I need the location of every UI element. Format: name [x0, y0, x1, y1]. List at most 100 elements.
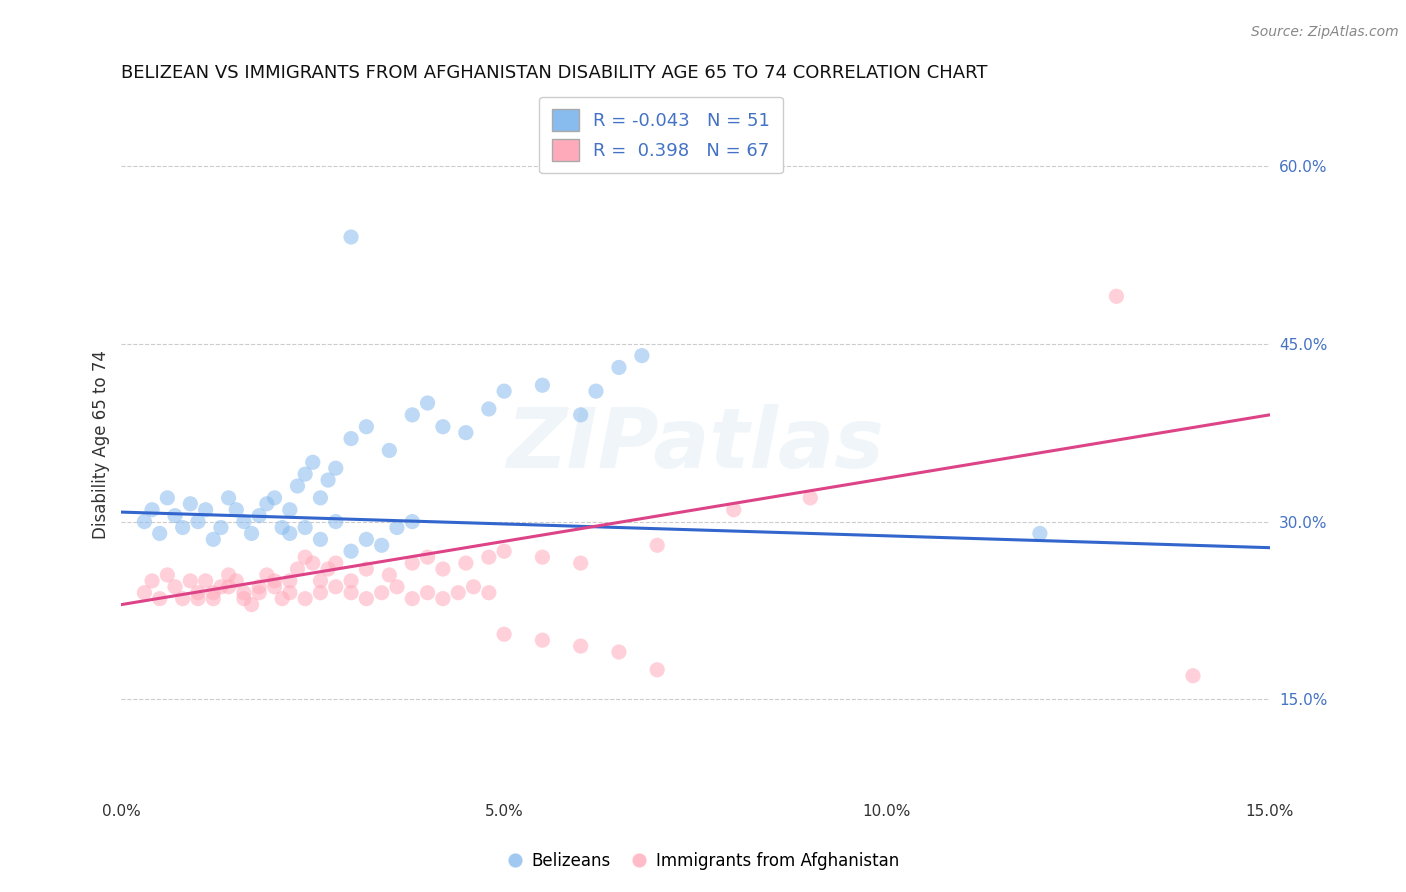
Point	[569, 408, 592, 422]
Point	[340, 230, 363, 244]
Point	[401, 515, 423, 529]
Point	[278, 574, 301, 588]
Point	[631, 349, 654, 363]
Point	[179, 574, 201, 588]
Text: ZIPatlas: ZIPatlas	[506, 404, 884, 485]
Point	[141, 502, 163, 516]
Point	[478, 585, 501, 599]
Point	[325, 580, 347, 594]
Point	[294, 467, 316, 482]
Point	[356, 419, 378, 434]
Text: BELIZEAN VS IMMIGRANTS FROM AFGHANISTAN DISABILITY AGE 65 TO 74 CORRELATION CHAR: BELIZEAN VS IMMIGRANTS FROM AFGHANISTAN …	[121, 64, 988, 82]
Point	[454, 425, 477, 440]
Point	[531, 550, 554, 565]
Point	[225, 574, 247, 588]
Point	[416, 550, 439, 565]
Point	[263, 491, 285, 505]
Point	[141, 574, 163, 588]
Point	[401, 408, 423, 422]
Point	[225, 502, 247, 516]
Point	[531, 378, 554, 392]
Point	[240, 598, 263, 612]
Point	[247, 508, 270, 523]
Point	[232, 585, 254, 599]
Point	[194, 502, 217, 516]
Point	[156, 491, 179, 505]
Point	[202, 591, 225, 606]
Point	[799, 491, 821, 505]
Point	[1029, 526, 1052, 541]
Point	[187, 591, 209, 606]
Point	[218, 568, 240, 582]
Point	[287, 479, 309, 493]
Point	[232, 515, 254, 529]
Point	[325, 515, 347, 529]
Point	[134, 515, 156, 529]
Point	[569, 639, 592, 653]
Y-axis label: Disability Age 65 to 74: Disability Age 65 to 74	[93, 350, 110, 539]
Point	[494, 384, 516, 399]
Point	[278, 502, 301, 516]
Point	[370, 538, 392, 552]
Point	[218, 491, 240, 505]
Point	[494, 544, 516, 558]
Point	[218, 580, 240, 594]
Point	[316, 473, 339, 487]
Point	[172, 591, 194, 606]
Point	[645, 663, 668, 677]
Point	[187, 585, 209, 599]
Point	[325, 461, 347, 475]
Point	[247, 580, 270, 594]
Point	[607, 645, 630, 659]
Point	[156, 568, 179, 582]
Point	[325, 556, 347, 570]
Point	[263, 574, 285, 588]
Point	[356, 533, 378, 547]
Point	[416, 585, 439, 599]
Point	[316, 562, 339, 576]
Point	[202, 533, 225, 547]
Point	[278, 526, 301, 541]
Point	[179, 497, 201, 511]
Point	[287, 562, 309, 576]
Point	[271, 591, 294, 606]
Point	[340, 544, 363, 558]
Legend: R = -0.043   N = 51, R =  0.398   N = 67: R = -0.043 N = 51, R = 0.398 N = 67	[538, 96, 783, 173]
Point	[163, 580, 186, 594]
Point	[447, 585, 470, 599]
Point	[232, 591, 254, 606]
Point	[247, 585, 270, 599]
Point	[163, 508, 186, 523]
Point	[278, 585, 301, 599]
Point	[256, 497, 278, 511]
Point	[385, 580, 408, 594]
Point	[309, 491, 332, 505]
Point	[494, 627, 516, 641]
Point	[301, 556, 323, 570]
Point	[1105, 289, 1128, 303]
Point	[194, 574, 217, 588]
Point	[356, 562, 378, 576]
Point	[385, 520, 408, 534]
Point	[134, 585, 156, 599]
Point	[370, 585, 392, 599]
Point	[149, 591, 172, 606]
Point	[432, 591, 454, 606]
Point	[607, 360, 630, 375]
Point	[569, 556, 592, 570]
Point	[309, 585, 332, 599]
Point	[401, 556, 423, 570]
Point	[478, 550, 501, 565]
Point	[309, 574, 332, 588]
Point	[263, 580, 285, 594]
Point	[340, 432, 363, 446]
Point	[172, 520, 194, 534]
Point	[340, 574, 363, 588]
Point	[271, 520, 294, 534]
Point	[531, 633, 554, 648]
Point	[356, 591, 378, 606]
Point	[432, 419, 454, 434]
Point	[294, 591, 316, 606]
Point	[149, 526, 172, 541]
Legend: Belizeans, Immigrants from Afghanistan: Belizeans, Immigrants from Afghanistan	[501, 846, 905, 877]
